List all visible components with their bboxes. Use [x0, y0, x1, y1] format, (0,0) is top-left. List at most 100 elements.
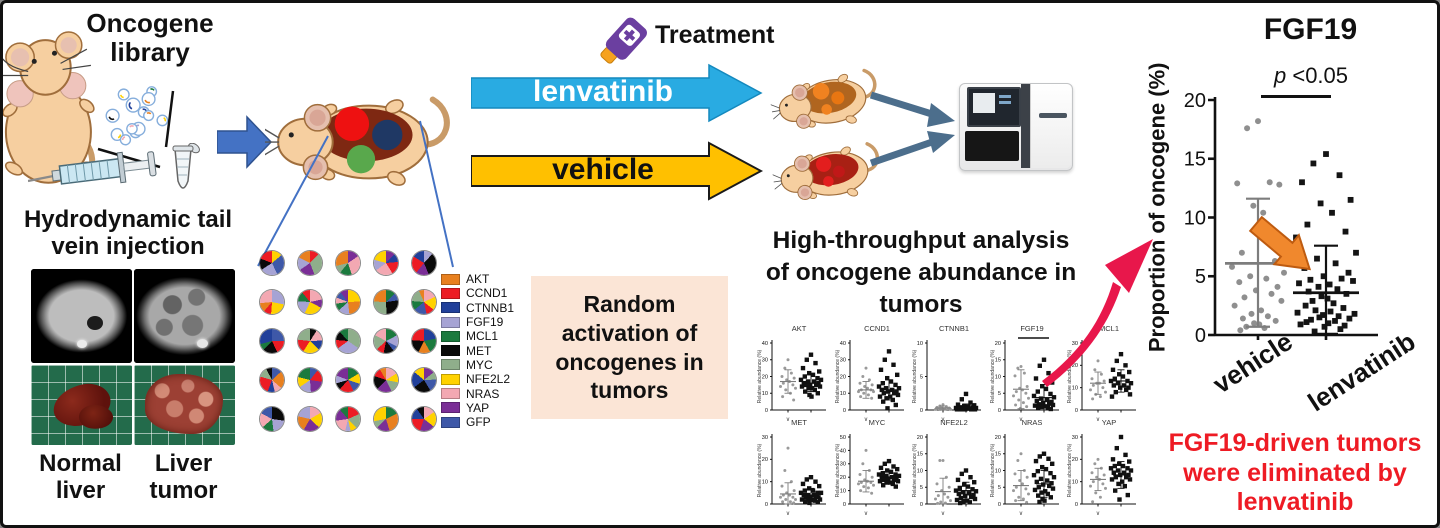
- data-point: [1334, 286, 1341, 293]
- sequencer-right-panel: [1030, 84, 1071, 168]
- legend-item-akt: AKT: [441, 272, 514, 286]
- syringe-icon: [27, 151, 157, 185]
- mouse-paw: [840, 146, 851, 156]
- data-point: [935, 482, 939, 486]
- y-tick-label: 10: [1072, 386, 1078, 392]
- small-plot-nras: 0 5 10 15 20 NRAS Relative abundance (%) ∨: [990, 418, 1059, 517]
- y-tick-label: 10: [762, 391, 768, 397]
- data-point: [808, 352, 814, 357]
- data-point: [810, 488, 816, 493]
- plasmid-insert: [128, 100, 138, 110]
- legend-label: NFE2L2: [466, 372, 511, 387]
- data-point: [1316, 314, 1323, 321]
- data-point: [868, 481, 872, 485]
- x-label-mark: ∨: [1096, 417, 1100, 423]
- legend-swatch: [441, 416, 460, 428]
- data-point: [1102, 379, 1106, 383]
- data-point: [1016, 398, 1020, 402]
- data-point: [817, 483, 822, 489]
- data-point: [963, 493, 968, 499]
- data-point: [1041, 357, 1046, 362]
- data-point: [813, 360, 818, 366]
- pointer-line: [164, 90, 175, 148]
- tumor-pie-chart: [374, 290, 398, 314]
- random-activation-text: Random activation of oncogenes in tumors: [555, 291, 704, 404]
- data-point: [807, 370, 812, 376]
- data-point: [1342, 228, 1349, 235]
- mouse-ear-inner: [309, 109, 326, 126]
- data-point: [1111, 383, 1116, 388]
- y-tick-label: 10: [917, 468, 923, 474]
- tumor-pie-chart: [298, 251, 322, 275]
- data-point: [800, 481, 806, 487]
- x-label-mark: ∨: [863, 511, 867, 517]
- data-point: [865, 386, 869, 390]
- data-point: [960, 490, 966, 495]
- y-axis-title: Relative abundance (%): [912, 349, 918, 403]
- plasmid-insert: [145, 112, 153, 120]
- data-point: [1031, 393, 1036, 399]
- data-point: [1274, 283, 1281, 290]
- tumor-nodule: [823, 176, 834, 187]
- x-label-mark: ∨: [786, 417, 790, 423]
- data-point: [806, 386, 811, 391]
- data-point: [969, 494, 974, 500]
- data-point: [892, 472, 898, 477]
- legend-item-nras: NRAS: [441, 386, 514, 401]
- y-tick-label: 10: [994, 468, 1000, 474]
- data-point: [1299, 179, 1305, 186]
- data-point: [1118, 351, 1124, 357]
- y-tick-label: 5: [920, 485, 923, 491]
- data-point: [792, 489, 796, 493]
- data-point: [1098, 495, 1102, 499]
- mouse-illustration-donor: [3, 31, 96, 184]
- data-point: [1096, 457, 1100, 461]
- data-point: [800, 365, 806, 371]
- data-point: [958, 500, 963, 506]
- syringe-needle: [27, 174, 55, 183]
- data-point: [963, 468, 969, 473]
- data-point: [1118, 434, 1124, 440]
- tumor-pie-chart: [412, 368, 436, 392]
- data-point: [1011, 394, 1015, 398]
- data-point: [786, 446, 790, 450]
- data-point: [885, 476, 890, 481]
- data-point: [804, 357, 809, 362]
- mouse-whiskers: [3, 48, 91, 77]
- data-point: [783, 469, 787, 472]
- data-point: [1231, 302, 1238, 309]
- data-point: [972, 407, 978, 412]
- mouse-eye: [51, 50, 58, 56]
- tumor-pie-chart: [260, 251, 284, 275]
- data-point: [808, 475, 814, 480]
- p-value: <0.05: [1286, 63, 1349, 88]
- y-tick-label: 15: [994, 452, 1000, 458]
- data-point: [1090, 377, 1094, 381]
- data-point: [791, 495, 795, 499]
- data-point: [1089, 484, 1092, 488]
- y-tick-label: 20: [762, 457, 768, 463]
- plasmid-insert: [119, 90, 128, 99]
- data-point: [1035, 406, 1040, 411]
- data-point: [812, 379, 817, 384]
- data-point: [1353, 249, 1359, 256]
- legend-swatch: [441, 287, 460, 299]
- data-point: [869, 491, 873, 495]
- data-point: [1338, 275, 1345, 282]
- fan-line: [419, 120, 454, 268]
- legend-label: YAP: [466, 400, 490, 415]
- data-point: [938, 458, 942, 462]
- data-point: [1093, 368, 1097, 372]
- data-point: [1266, 179, 1273, 186]
- data-point: [1091, 480, 1095, 484]
- data-point: [968, 400, 973, 405]
- data-point: [972, 496, 978, 502]
- y-tick-label: 5: [997, 391, 1000, 397]
- y-tick-label: 40: [839, 341, 845, 347]
- legend-swatch: [441, 345, 460, 357]
- conclusion-text: FGF19-driven tumors were eliminated by l…: [1168, 429, 1422, 516]
- data-point: [896, 386, 901, 391]
- data-point: [1045, 370, 1051, 376]
- data-point: [896, 473, 901, 479]
- to-sequencer-arrows: [869, 91, 955, 167]
